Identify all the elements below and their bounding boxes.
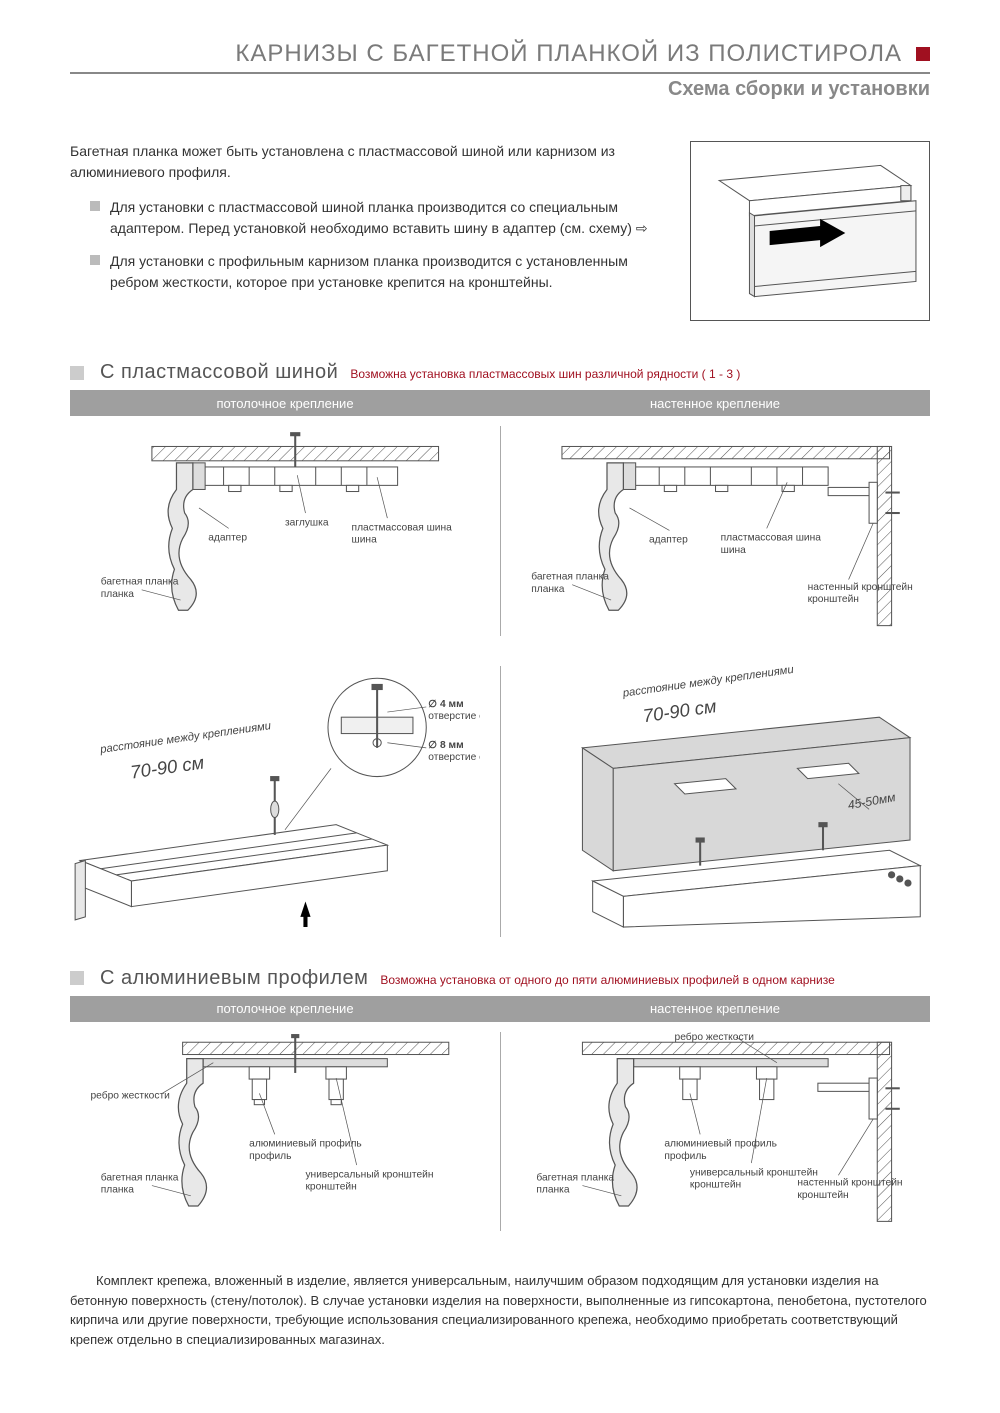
section1-left-header: потолочное крепление: [70, 390, 500, 416]
section1-title: С пластмассовой шиной: [100, 361, 338, 384]
section2-left-header: потолочное крепление: [70, 996, 500, 1022]
section2-wall-xsection: ребро жесткости алюминиевый профиль проф…: [521, 1032, 931, 1232]
svg-text:шина: шина: [720, 545, 746, 556]
section2-ceiling-xsection: ребро жесткости алюминиевый профиль проф…: [70, 1032, 480, 1232]
page-header: КАРНИЗЫ С БАГЕТНОЙ ПЛАНКОЙ ИЗ ПОЛИСТИРОЛ…: [70, 40, 930, 74]
spacing-label: расстояние между креплениями: [98, 720, 272, 756]
svg-text:кронштейн: кронштейн: [305, 1182, 356, 1193]
label-adapter: адаптер: [648, 535, 687, 546]
section1-note: Возможна установка пластмассовых шин раз…: [350, 367, 740, 381]
label-rail: пластмассовая шина: [352, 522, 453, 533]
section2-bar: потолочное крепление настенное крепление: [70, 996, 930, 1022]
section-marker-icon: [70, 366, 84, 380]
label-rib: ребро жесткости: [674, 1032, 753, 1043]
label-moulding2: планка: [101, 589, 135, 600]
label-alu: алюминиевый профиль: [249, 1138, 362, 1150]
divider: [500, 426, 501, 636]
label-moulding: багетная планка: [531, 571, 609, 583]
label-moulding: багетная планка: [536, 1171, 614, 1183]
spacing-label2: расстояние между креплениями: [621, 666, 795, 700]
spacing-value: 70-90 см: [129, 751, 206, 782]
label-rail: пластмассовая шина: [720, 533, 821, 544]
hole-bot-d: ∅ 8 мм: [428, 740, 463, 751]
label-rib: ребро жесткости: [90, 1089, 169, 1101]
intro-text: Багетная планка может быть установлена с…: [70, 141, 660, 321]
label-ubracket: универсальный кронштейн: [305, 1169, 433, 1180]
bullet-text: Для установки с профильным карнизом план…: [110, 251, 660, 293]
footer-text: Комплект крепежа, вложенный в изделие, я…: [70, 1271, 930, 1349]
bullet-item: Для установки с пластмассовой шиной план…: [70, 197, 660, 239]
label-alu: алюминиевый профиль: [664, 1138, 777, 1150]
section1-wall-xsection: адаптер пластмассовая шина шина настенны…: [521, 426, 931, 636]
section2-title: С алюминиевым профилем: [100, 967, 368, 990]
section1-row2: расстояние между креплениями 70-90 см ∅ …: [70, 666, 930, 937]
section1-bar: потолочное крепление настенное крепление: [70, 390, 930, 416]
divider: [500, 666, 501, 937]
svg-text:профиль: профиль: [664, 1150, 706, 1162]
intro-paragraph: Багетная планка может быть установлена с…: [70, 141, 660, 183]
svg-text:кронштейн: кронштейн: [807, 594, 858, 605]
label-bracket: настенный кронштейн: [807, 582, 912, 593]
svg-text:профиль: профиль: [249, 1150, 291, 1162]
hole-top-label: отверстие сверху: [428, 711, 479, 722]
label-plug: заглушка: [285, 517, 329, 528]
section1-head: С пластмассовой шиной Возможна установка…: [70, 361, 930, 384]
section1-right-header: настенное крепление: [500, 390, 930, 416]
section1-wall-iso: расстояние между креплениями 70-90 см: [521, 666, 931, 937]
bullet-text: Для установки с пластмассовой шиной план…: [110, 197, 660, 239]
section-marker-icon: [70, 971, 84, 985]
section1-ceiling-iso: расстояние между креплениями 70-90 см ∅ …: [70, 666, 480, 937]
label-wbracket: настенный кронштейн: [797, 1177, 902, 1188]
section2-row: ребро жесткости алюминиевый профиль проф…: [70, 1032, 930, 1232]
section1-row1: адаптер заглушка пластмассовая шина шина…: [70, 426, 930, 636]
label-moulding: багетная планка: [101, 1171, 179, 1183]
svg-text:кронштейн: кронштейн: [797, 1190, 848, 1201]
divider: [500, 1032, 501, 1232]
svg-text:планка: планка: [531, 584, 565, 595]
bullet-icon: [90, 201, 100, 211]
page-title: КАРНИЗЫ С БАГЕТНОЙ ПЛАНКОЙ ИЗ ПОЛИСТИРОЛ…: [70, 40, 910, 68]
label-rail2: шина: [352, 535, 378, 546]
section2-note: Возможна установка от одного до пяти алю…: [380, 973, 834, 987]
bullet-icon: [90, 255, 100, 265]
accent-square-icon: [916, 47, 930, 61]
section2-right-header: настенное крепление: [500, 996, 930, 1022]
section1-ceiling-xsection: адаптер заглушка пластмассовая шина шина…: [70, 426, 480, 636]
page-subtitle: Схема сборки и установки: [70, 78, 930, 101]
bullet-item: Для установки с профильным карнизом план…: [70, 251, 660, 293]
section2-head: С алюминиевым профилем Возможна установк…: [70, 967, 930, 990]
intro-section: Багетная планка может быть установлена с…: [70, 141, 930, 321]
label-moulding: багетная планка: [101, 576, 179, 588]
svg-text:планка: планка: [101, 1185, 135, 1196]
hole-top-d: ∅ 4 мм: [428, 699, 463, 710]
hole-bot-label: отверстие снизу: [428, 752, 479, 763]
label-adapter: адаптер: [208, 533, 247, 544]
spacing-value2: 70-90 см: [641, 695, 718, 726]
intro-diagram: [690, 141, 930, 321]
svg-text:планка: планка: [536, 1185, 570, 1196]
svg-text:кронштейн: кронштейн: [689, 1180, 740, 1191]
